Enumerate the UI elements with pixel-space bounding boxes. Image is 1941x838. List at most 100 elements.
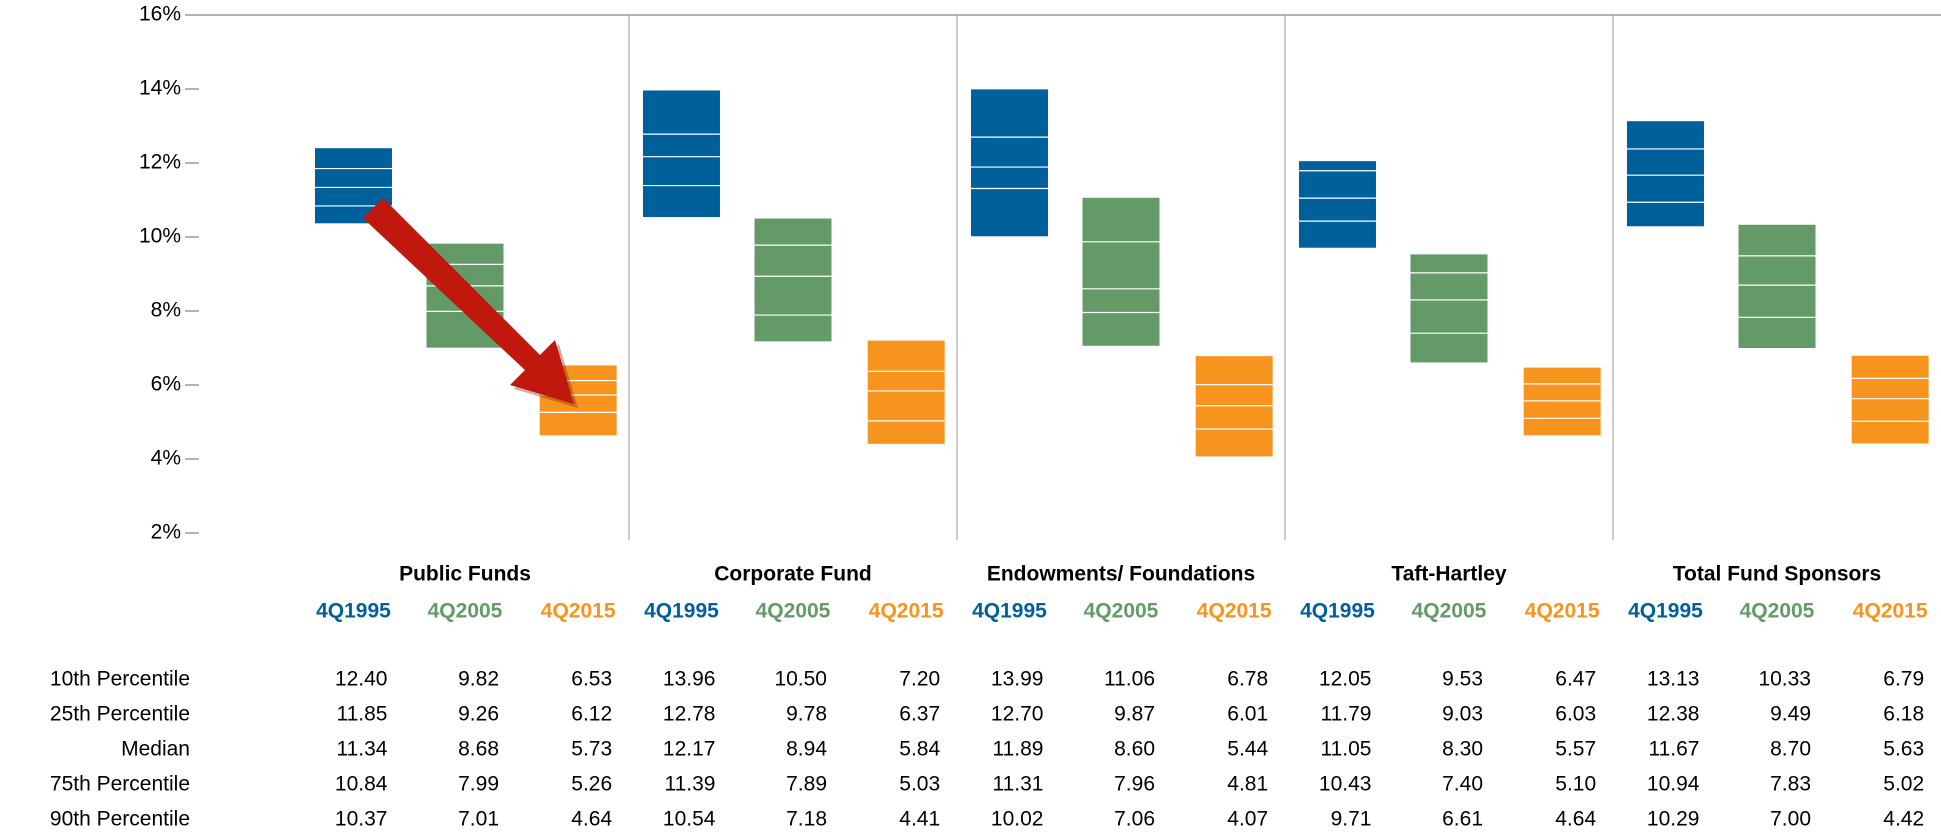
row-label: Median [121, 738, 190, 761]
table-value: 11.31 [992, 773, 1043, 796]
row-label: 10th Percentile [50, 668, 190, 691]
table-value: 4.41 [899, 808, 940, 831]
table-value: 6.37 [899, 703, 940, 726]
table-value: 10.50 [774, 668, 827, 691]
table-value: 6.47 [1555, 668, 1596, 691]
percentile-box [867, 340, 945, 444]
group-label: Corporate Fund [714, 563, 872, 586]
percentile-box [1626, 121, 1704, 227]
table-value: 5.57 [1555, 738, 1596, 761]
row-label: 90th Percentile [50, 808, 190, 831]
table-value: 11.06 [1104, 668, 1155, 691]
series-label: 4Q2005 [1740, 600, 1815, 623]
table-value: 9.03 [1442, 703, 1483, 726]
table-value: 9.71 [1331, 808, 1372, 831]
table-value: 10.54 [663, 808, 716, 831]
table-value: 9.82 [458, 668, 499, 691]
table-value: 12.17 [663, 738, 716, 761]
table-value: 12.78 [663, 703, 716, 726]
percentile-box [642, 90, 720, 218]
table-value: 7.40 [1442, 773, 1483, 796]
series-label: 4Q2005 [1084, 600, 1159, 623]
series-label: 4Q2005 [1412, 600, 1487, 623]
table-value: 10.37 [335, 808, 388, 831]
table-value: 11.85 [336, 703, 387, 726]
table-value: 6.12 [571, 703, 612, 726]
table-value: 10.94 [1647, 773, 1700, 796]
table-value: 7.18 [786, 808, 827, 831]
table-value: 12.40 [335, 668, 388, 691]
table-value: 8.70 [1770, 738, 1811, 761]
series-label: 4Q1995 [644, 600, 719, 623]
series-label: 4Q2015 [1525, 600, 1600, 623]
table-value: 9.53 [1442, 668, 1483, 691]
table-value: 9.26 [458, 703, 499, 726]
y-tick-label: 2% [151, 521, 181, 544]
table-value: 11.79 [1320, 703, 1371, 726]
table-value: 7.99 [458, 773, 499, 796]
percentile-box [1410, 254, 1488, 363]
series-label: 4Q2015 [869, 600, 944, 623]
table-value: 5.03 [899, 773, 940, 796]
table-value: 6.79 [1883, 668, 1924, 691]
table-value: 7.01 [458, 808, 499, 831]
table-value: 7.89 [786, 773, 827, 796]
table-value: 7.20 [899, 668, 940, 691]
table-value: 7.96 [1114, 773, 1155, 796]
series-label: 4Q2015 [541, 600, 616, 623]
group-label: Endowments/ Foundations [987, 563, 1255, 586]
y-tick-label: 6% [151, 373, 181, 396]
series-label: 4Q1995 [972, 600, 1047, 623]
table-value: 13.96 [663, 668, 716, 691]
table-value: 11.67 [1648, 738, 1699, 761]
table-value: 8.68 [458, 738, 499, 761]
table-value: 7.83 [1770, 773, 1811, 796]
y-tick-label: 16% [139, 3, 181, 26]
table-value: 5.84 [899, 738, 940, 761]
percentile-box [1738, 224, 1816, 348]
table-value: 4.64 [571, 808, 612, 831]
series-label: 4Q2015 [1853, 600, 1928, 623]
table-value: 11.39 [664, 773, 715, 796]
table-value: 10.43 [1319, 773, 1372, 796]
table-value: 9.87 [1114, 703, 1155, 726]
table-value: 4.42 [1883, 808, 1924, 831]
table-value: 6.78 [1227, 668, 1268, 691]
table-value: 10.84 [335, 773, 388, 796]
percentile-box [970, 89, 1048, 237]
table-value: 6.53 [571, 668, 612, 691]
table-value: 11.05 [1320, 738, 1371, 761]
table-value: 5.63 [1883, 738, 1924, 761]
table-value: 5.26 [571, 773, 612, 796]
table-value: 8.94 [786, 738, 827, 761]
series-label: 4Q2005 [756, 600, 831, 623]
row-label: 25th Percentile [50, 703, 190, 726]
table-value: 10.33 [1758, 668, 1811, 691]
percentile-box [1082, 197, 1160, 346]
table-value: 11.89 [992, 738, 1043, 761]
group-label: Public Funds [399, 563, 531, 586]
table-value: 6.18 [1883, 703, 1924, 726]
y-tick-label: 8% [151, 299, 181, 322]
table-value: 6.61 [1442, 808, 1483, 831]
table-value: 5.02 [1883, 773, 1924, 796]
y-tick-label: 14% [139, 77, 181, 100]
table-value: 5.44 [1227, 738, 1268, 761]
series-label: 4Q2015 [1197, 600, 1272, 623]
table-value: 7.06 [1114, 808, 1155, 831]
table-value: 6.01 [1227, 703, 1268, 726]
row-label: 75th Percentile [50, 773, 190, 796]
table-value: 13.13 [1647, 668, 1700, 691]
table-value: 7.00 [1770, 808, 1811, 831]
table-value: 12.70 [991, 703, 1044, 726]
percentile-box [754, 218, 832, 342]
table-value: 9.49 [1770, 703, 1811, 726]
series-label: 4Q1995 [1628, 600, 1703, 623]
percentile-box [1851, 355, 1929, 444]
series-label: 4Q2005 [428, 600, 503, 623]
table-value: 10.02 [991, 808, 1044, 831]
table-value: 8.30 [1442, 738, 1483, 761]
percentile-box [1298, 161, 1376, 248]
table-value: 12.05 [1319, 668, 1372, 691]
group-label: Total Fund Sponsors [1673, 563, 1881, 586]
